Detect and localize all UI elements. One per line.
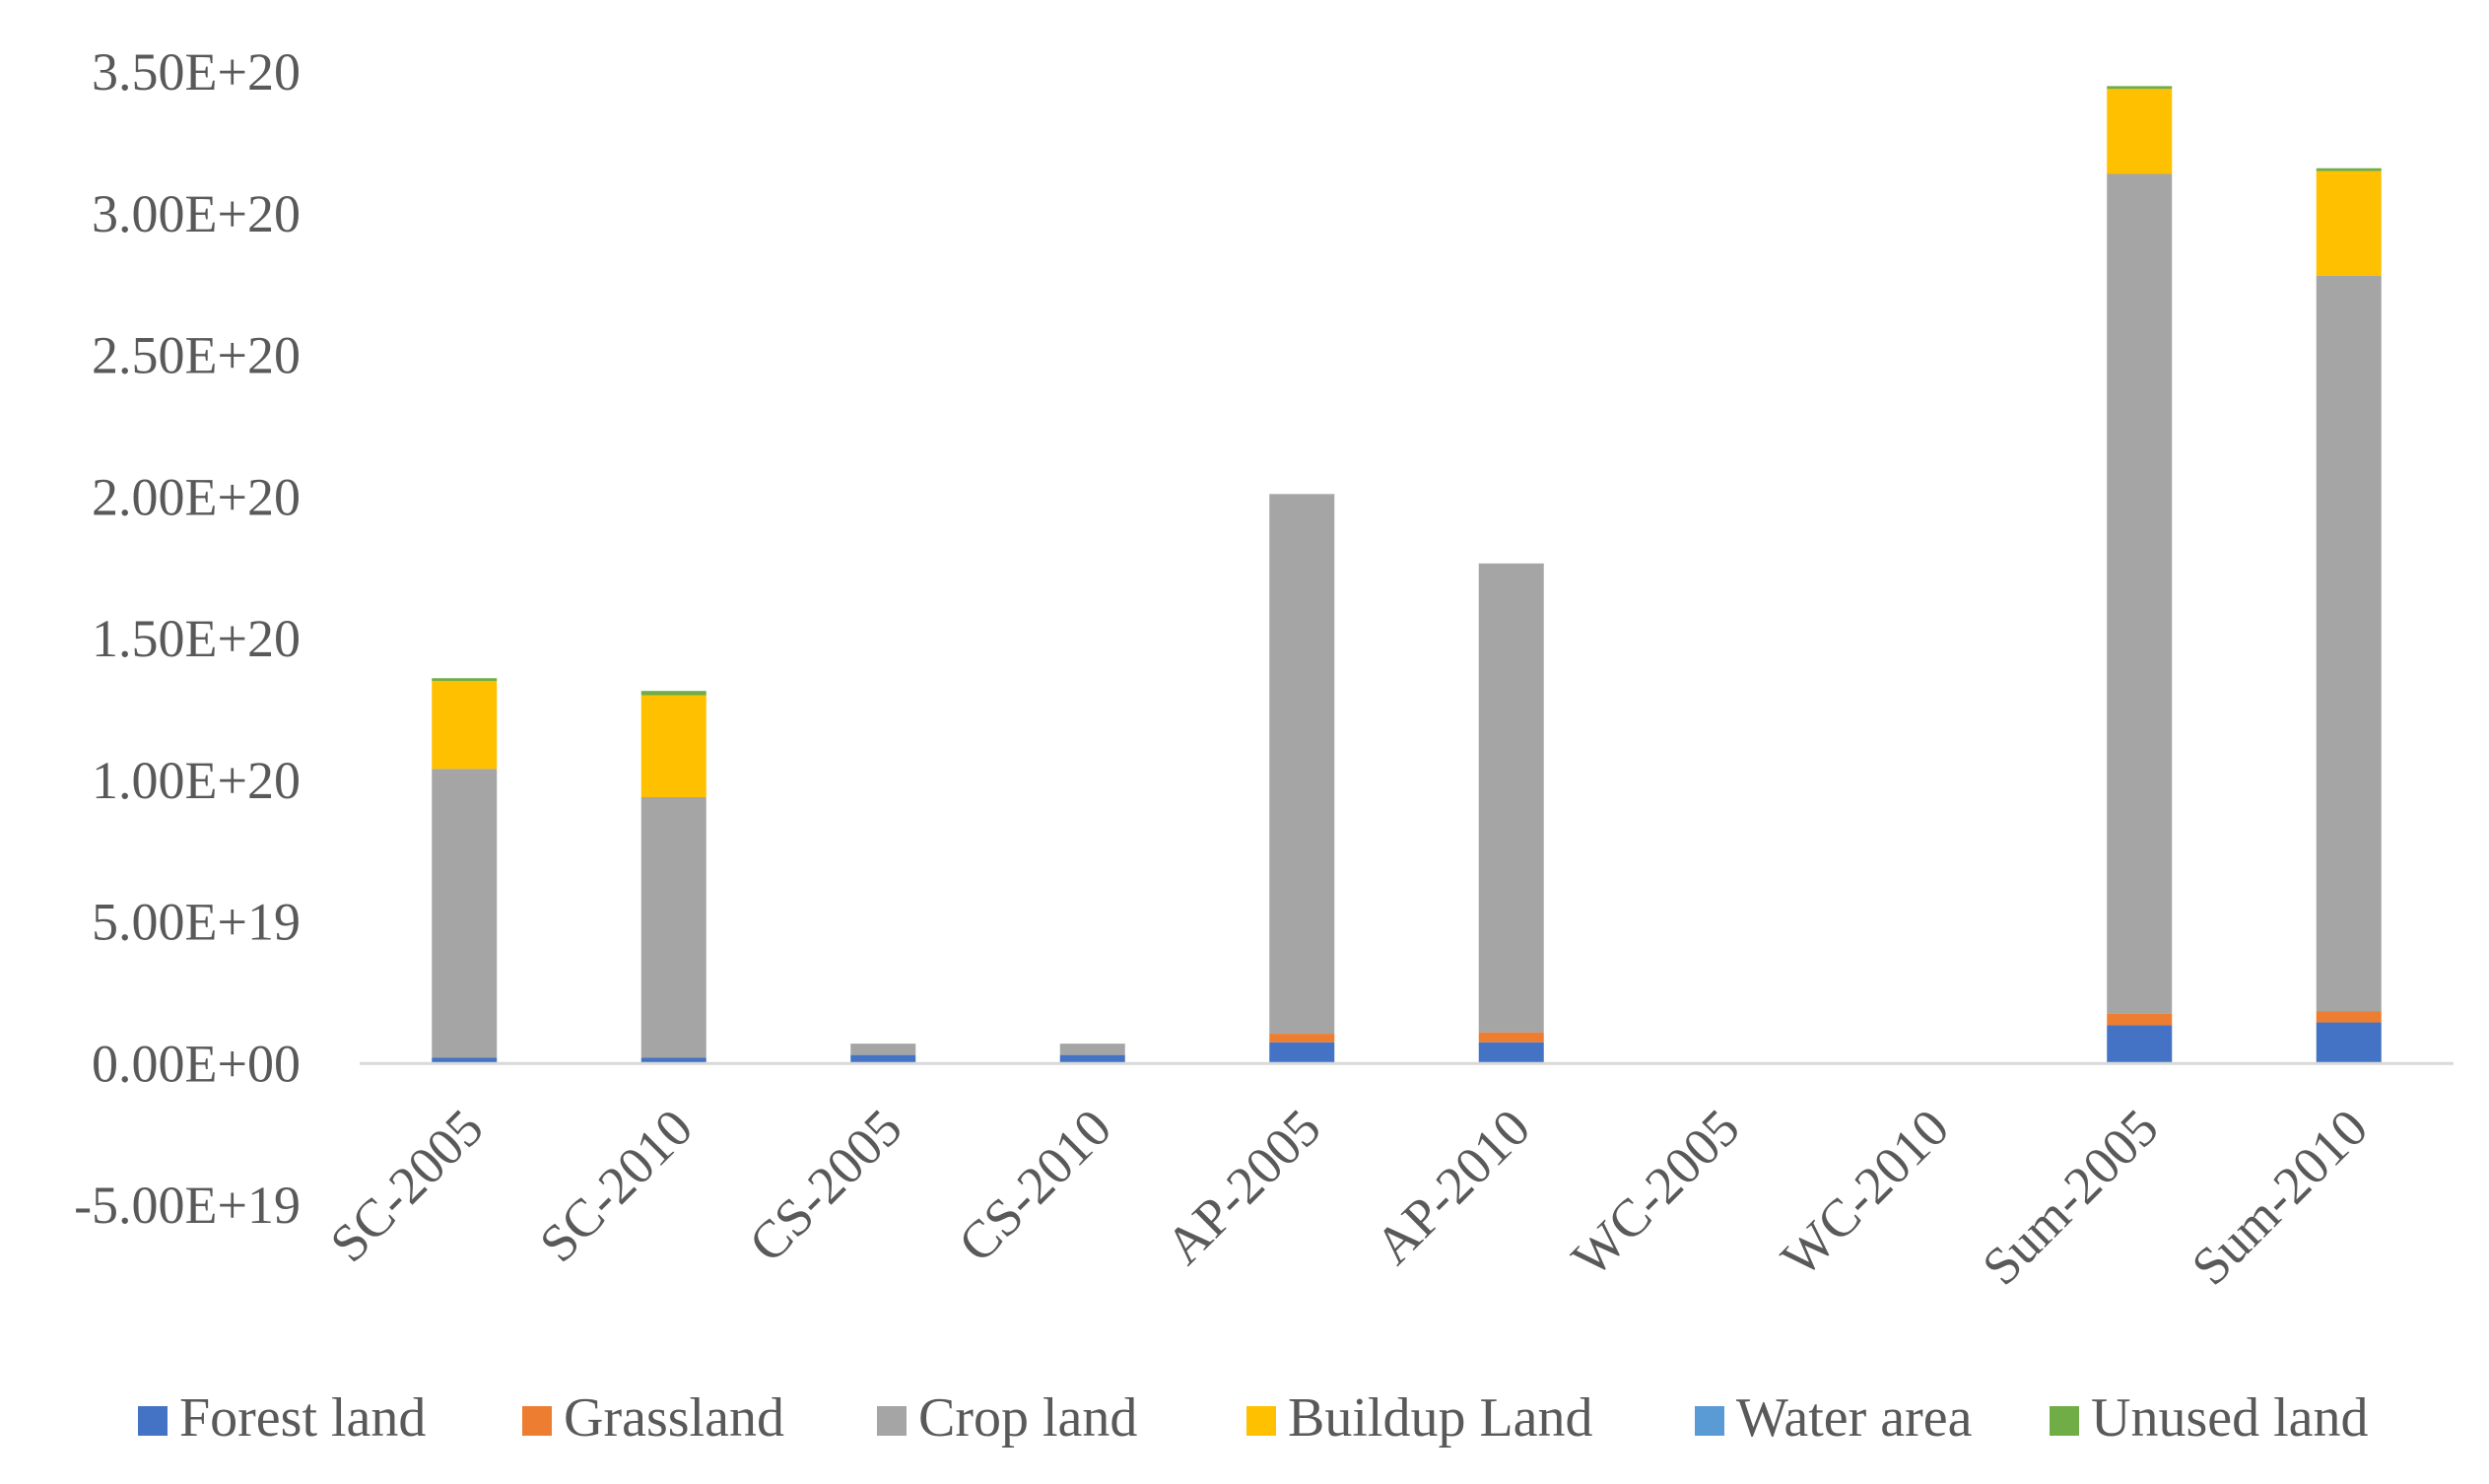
bar-segment-sc-2005-buildup-land [432,681,498,770]
y-tick-label: 1.50E+20 [92,609,301,668]
bar-segment-ap-2010-crop-land [1478,563,1544,1033]
legend-swatch-grassland [522,1406,552,1436]
legend-swatch-water-area [1695,1406,1724,1436]
bar-segment-sum-2005-forest-land [2107,1025,2173,1064]
bar-segment-ap-2010-grassland [1478,1032,1544,1043]
x-category-label: AP-2005 [1154,1098,1331,1275]
y-tick-label: 1.00E+20 [92,751,301,810]
bar-segment-cs-2010-forest-land [1059,1054,1125,1064]
legend-label: Water area [1736,1387,1973,1449]
bar-segment-sc-2005-crop-land [432,769,498,1058]
legend-swatch-forest-land [138,1406,168,1436]
bar-segment-sum-2010-forest-land [2316,1022,2382,1064]
bar-segment-ap-2010-forest-land [1478,1042,1544,1064]
legend-swatch-unused-land [2050,1406,2079,1436]
x-category-label: WC-2010 [1770,1098,1960,1288]
bar-segment-sc-2005-forest-land [432,1057,498,1064]
y-tick-label: 3.00E+20 [92,184,301,243]
bar-segment-sum-2005-grassland [2107,1013,2173,1026]
bar-segment-sc-2010-forest-land [640,1057,706,1064]
y-axis-tick-labels: -5.00E+19 0.00E+00 5.00E+19 1.00E+20 1.50E+2… [74,42,301,1235]
legend-label: Forest land [179,1387,426,1449]
x-category-label: Sum-2010 [2181,1098,2380,1297]
bar-segment-sum-2005-buildup-land [2107,89,2173,174]
bar-segment-sc-2010-unused-land [640,691,706,696]
legend: Forest land Grassland Crop land Buildup Lan… [138,1387,2369,1449]
x-category-label: SC-2005 [319,1098,495,1273]
y-tick-label: 3.50E+20 [92,42,301,101]
y-tick-label: 2.00E+20 [92,467,301,526]
legend-label: Crop land [918,1387,1137,1449]
x-category-label: CS-2010 [947,1098,1122,1273]
bar-segment-ap-2005-forest-land [1269,1042,1335,1064]
x-axis-category-labels: SC-2005 SC-2010 CS-2005 CS-2010 AP-2005 AP-20… [319,1098,2380,1297]
y-tick-label: 5.00E+19 [92,893,301,952]
legend-label: Buildup Land [1288,1387,1593,1449]
y-tick-label: 0.00E+00 [92,1034,301,1093]
legend-label: Grassland [564,1387,784,1449]
bar-segment-sum-2010-crop-land [2316,276,2382,1012]
bar-segment-sum-2010-grassland [2316,1011,2382,1023]
legend-swatch-crop-land [877,1406,907,1436]
bar-segment-sum-2005-unused-land [2107,86,2173,90]
bar-segment-sc-2005-unused-land [432,678,498,682]
bar-segment-cs-2005-forest-land [850,1054,916,1064]
x-category-label: WC-2005 [1561,1098,1751,1288]
bar-segment-cs-2005-crop-land [850,1044,916,1055]
bar-segment-sum-2010-buildup-land [2316,170,2382,276]
y-tick-label: -5.00E+19 [74,1176,301,1235]
bar-segment-cs-2010-crop-land [1059,1044,1125,1055]
y-tick-label: 2.50E+20 [92,326,301,385]
legend-label: Unused land [2091,1387,2369,1449]
x-category-label: AP-2010 [1364,1098,1541,1275]
bar-segment-sum-2005-crop-land [2107,173,2173,1014]
x-category-label: Sum-2005 [1971,1098,2170,1297]
bar-segment-ap-2005-crop-land [1269,494,1335,1035]
x-category-label: SC-2010 [528,1098,704,1273]
bar-segment-ap-2005-grassland [1269,1034,1335,1043]
bar-segment-sum-2010-unused-land [2316,168,2382,171]
bar-segment-sc-2010-buildup-land [640,695,706,797]
bar-stacks [432,86,2382,1064]
x-category-label: CS-2005 [738,1098,913,1273]
legend-swatch-buildup-land [1246,1406,1276,1436]
bar-segment-sc-2010-crop-land [640,797,706,1058]
